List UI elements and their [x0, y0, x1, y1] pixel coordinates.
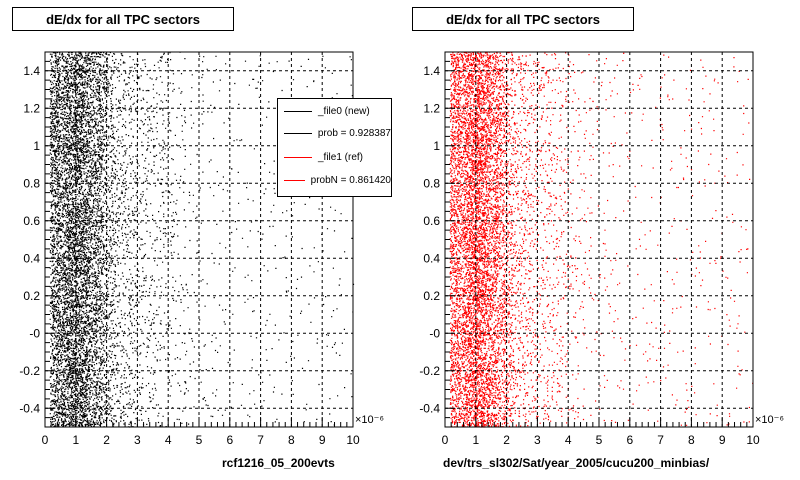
x-tick-label: 8: [688, 433, 695, 447]
x-tick-label: 10: [746, 433, 760, 447]
legend-label: _file1 (ref): [318, 151, 364, 163]
x-exponent-label: ×10⁻⁶: [355, 414, 384, 426]
x-tick-label: 8: [288, 433, 295, 447]
y-axis: -0.4 -0.2 -0 0.2 0.4 0.6 0.8 1 1.2 1.4: [419, 51, 455, 428]
x-axis: 0 1 2 3 4 5 6 7 8 9 10 ×10⁻⁶: [442, 414, 784, 447]
y-tick-label: 1.4: [423, 64, 440, 78]
x-tick-label: 2: [103, 433, 110, 447]
y-tick-label: 0.6: [423, 214, 440, 228]
x-tick-label: 4: [565, 433, 572, 447]
y-tick-label: -0.4: [419, 401, 440, 415]
legend-entry-file0: _file0 (new): [278, 101, 391, 121]
y-axis: -0.4 -0.2 -0 0.2 0.4 0.6 0.8 1 1.2 1.4: [19, 51, 55, 428]
y-tick-label: 0.4: [23, 251, 40, 265]
legend-label: probN = 0.861420: [310, 174, 391, 186]
x-tick-label: 1: [72, 433, 79, 447]
x-tick-label: 3: [134, 433, 141, 447]
right-scatter-plot: 0 1 2 3 4 5 6 7 8 9 10 ×10⁻⁶ -0.4 -0.2 -0 0.2 0.4 0.6 0.8 1…: [419, 51, 784, 447]
left-file-label: rcf1216_05_200evts: [222, 456, 335, 470]
y-tick-label: 0.8: [23, 176, 40, 190]
right-file-label: dev/trs_sl302/Sat/year_2005/cucu200_minb…: [443, 456, 710, 470]
legend-swatch: [284, 110, 312, 112]
x-tick-label: 6: [226, 433, 233, 447]
legend-label: _file0 (new): [318, 105, 370, 117]
y-tick-label: 0.2: [23, 289, 40, 303]
x-axis: 0 1 2 3 4 5 6 7 8 9 10 ×10⁻⁶: [42, 414, 384, 447]
y-tick-label: 1.4: [23, 64, 40, 78]
y-tick-label: 0.6: [23, 214, 40, 228]
x-tick-label: 3: [534, 433, 541, 447]
legend-label: prob = 0.928387: [317, 127, 391, 139]
grid: [445, 52, 753, 427]
legend-entry-file1: _file1 (ref): [278, 147, 391, 167]
legend-swatch: [284, 179, 305, 181]
y-tick-label: -0: [429, 326, 440, 340]
data-points: [449, 51, 754, 428]
left-chart-title: dE/dx for all TPC sectors: [12, 7, 234, 31]
legend-swatch: [284, 132, 312, 134]
x-tick-label: 10: [346, 433, 360, 447]
x-tick-label: 4: [165, 433, 172, 447]
x-tick-label: 7: [657, 433, 664, 447]
scatter-points: [449, 51, 754, 428]
x-tick-label: 0: [442, 433, 449, 447]
x-tick-label: 6: [626, 433, 633, 447]
x-tick-label: 9: [319, 433, 326, 447]
x-tick-label: 5: [196, 433, 203, 447]
y-tick-label: 0.2: [423, 289, 440, 303]
x-exponent-label: ×10⁻⁶: [755, 414, 784, 426]
left-legend: _file0 (new) prob = 0.928387 _file1 (ref…: [277, 98, 392, 197]
y-tick-label: -0.2: [19, 364, 40, 378]
y-tick-label: 0.8: [423, 176, 440, 190]
data-points: [49, 51, 355, 428]
y-tick-label: -0: [29, 326, 40, 340]
y-tick-label: 1.2: [23, 101, 40, 115]
right-chart-title: dE/dx for all TPC sectors: [412, 7, 634, 31]
y-tick-label: 1: [433, 139, 440, 153]
scatter-points: [49, 51, 355, 428]
x-tick-label: 2: [503, 433, 510, 447]
legend-entry-probn: probN = 0.861420: [278, 170, 391, 190]
x-tick-label: 5: [596, 433, 603, 447]
y-tick-label: -0.2: [419, 364, 440, 378]
x-tick-label: 9: [719, 433, 726, 447]
x-tick-label: 1: [472, 433, 479, 447]
x-tick-label: 0: [42, 433, 49, 447]
y-tick-label: 1.2: [423, 101, 440, 115]
legend-entry-prob: prob = 0.928387: [278, 123, 391, 143]
y-tick-label: -0.4: [19, 401, 40, 415]
x-tick-label: 7: [257, 433, 264, 447]
legend-swatch: [284, 156, 312, 158]
y-tick-label: 1: [33, 139, 40, 153]
y-tick-label: 0.4: [423, 251, 440, 265]
